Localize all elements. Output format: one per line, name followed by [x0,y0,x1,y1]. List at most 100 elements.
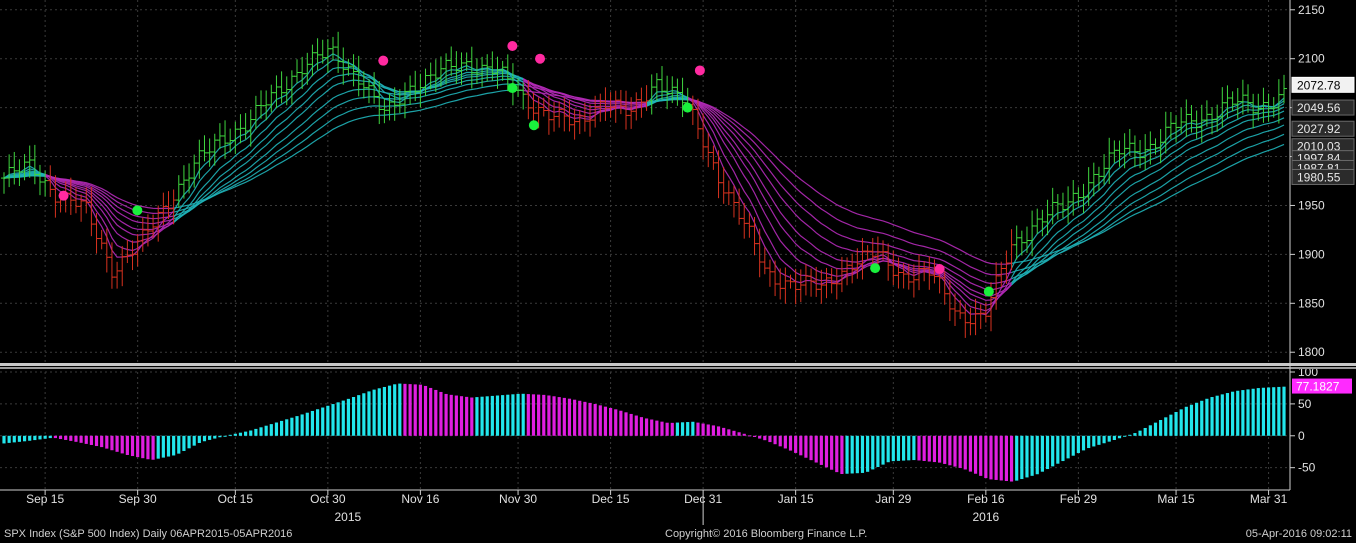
osc-bar [835,435,839,473]
footer: SPX Index (S&P 500 Index) Daily 06APR201… [0,526,1356,543]
osc-bar [84,435,88,444]
osc-bar [1225,393,1230,436]
osc-bar [752,435,757,437]
osc-bar [881,435,885,465]
ma-ribbon-line [522,78,647,106]
sell-signal-dot [535,53,546,64]
osc-bar [1071,435,1075,456]
x-tick-label: Jan 29 [875,492,911,506]
osc-last-value-label: 77.1827 [1296,380,1340,394]
osc-bar [1236,390,1240,436]
osc-bar [1169,414,1173,436]
ma-ribbon-line [173,66,524,223]
buy-signal-dot [682,102,693,113]
osc-bar [120,435,124,454]
osc-bar [958,435,962,468]
ma-ribbon-line [44,174,174,236]
osc-bar [12,435,16,443]
osc-bar [326,405,330,436]
price-tick-label: 1800 [1298,345,1325,359]
sell-signal-dot [507,40,518,51]
x-tick-label: Mar 31 [1250,492,1288,506]
x-tick-label: Oct 15 [218,492,254,506]
osc-bar [819,435,823,465]
ma-ribbon-line [173,72,524,223]
ma-ribbon-line [1011,133,1285,273]
buy-signal-dot [870,263,881,274]
osc-bar [655,420,659,436]
osc-bar [269,424,273,436]
osc-bar [228,434,232,436]
osc-bar [999,435,1003,481]
osc-bar [968,435,973,472]
osc-bar [367,391,371,436]
osc-bar [650,419,654,436]
osc-bar [608,407,613,436]
osc-bar [624,412,628,436]
osc-bar [557,397,561,436]
footer-security: SPX Index (S&P 500 Index) Daily 06APR201… [4,528,293,540]
osc-bar [465,396,469,436]
osc-bar [22,435,27,442]
osc-bar [341,400,345,436]
osc-bar [141,435,145,459]
osc-bar [362,393,366,436]
osc-bar [644,418,649,436]
osc-bar [1164,417,1168,436]
last-value-box [1291,168,1355,185]
ma-ribbon-line [687,96,1013,312]
osc-bar [1184,406,1188,436]
osc-bar [403,383,407,436]
osc-bar [393,384,397,436]
osc-bar [1035,435,1039,475]
osc-bar [963,435,967,470]
osc-bar [506,394,510,436]
osc-bar [274,422,279,436]
osc-bar [166,435,171,457]
osc-bar [696,422,700,436]
osc-bar [177,435,181,454]
ma-ribbon-line [687,98,1012,276]
last-value-box [1291,99,1355,116]
osc-bar [727,429,731,436]
osc-bar [7,435,11,443]
osc-bar [1015,435,1019,481]
ma-ribbon-line [687,98,1013,301]
osc-bar [573,399,577,436]
osc-bar [732,430,736,436]
osc-bar [300,414,304,436]
ma-ribbon-line [687,98,1012,285]
pane-separator-shadow [0,367,1356,369]
sell-signal-dot [378,55,389,66]
osc-bar [100,435,104,448]
osc-bar [891,435,895,462]
osc-bar [1189,404,1194,436]
osc-bar [346,398,351,436]
osc-bar [973,435,978,474]
osc-bar [218,435,222,438]
osc-tick-label: 50 [1298,397,1312,411]
sell-signal-dot [934,264,945,275]
osc-bar [953,435,957,467]
osc-bar [249,430,253,436]
osc-bar [778,435,782,447]
last-value-box [1291,120,1355,137]
osc-bar [866,435,870,472]
osc-bar [418,384,422,436]
ma-ribbon-line [45,175,174,210]
osc-bar [989,435,993,480]
osc-bar [588,402,592,436]
ma-ribbon-line [1011,110,1285,286]
osc-bar [840,435,844,475]
osc-bar [156,435,160,459]
osc-bar [449,394,453,436]
x-tick-label: Jan 15 [778,492,814,506]
osc-bar [1210,397,1214,436]
osc-bar [948,435,952,466]
ma-ribbon-line [1011,103,1285,284]
osc-bar [562,397,566,436]
osc-bar [896,435,901,461]
osc-bar [439,391,443,436]
osc-bar [280,420,284,436]
pane-separator [0,363,1356,366]
